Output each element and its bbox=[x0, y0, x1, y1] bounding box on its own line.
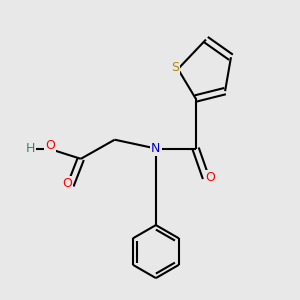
Text: S: S bbox=[171, 61, 179, 74]
Text: O: O bbox=[45, 139, 55, 152]
Text: H: H bbox=[26, 142, 35, 155]
Text: O: O bbox=[63, 177, 73, 190]
Text: O: O bbox=[206, 172, 215, 184]
Text: N: N bbox=[151, 142, 160, 155]
